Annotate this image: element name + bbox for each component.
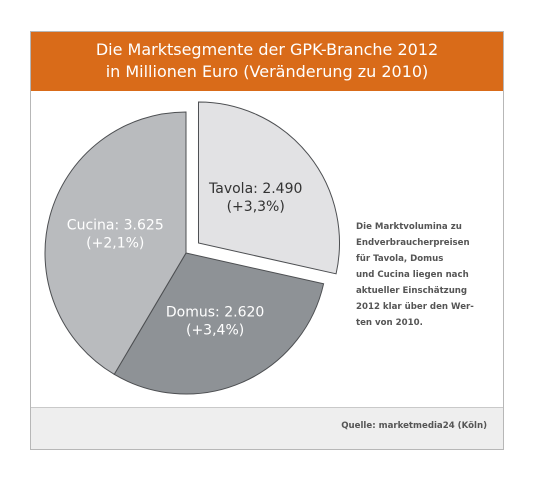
slice-change-cucina: (+2,1%) bbox=[86, 236, 144, 252]
footer-bar: Quelle: marketmedia24 (Köln) bbox=[31, 407, 503, 449]
pie-chart: Tavola: 2.490 (+3,3%) Domus: 2.620 (+3,4%) C… bbox=[44, 101, 340, 395]
market-note: Die Marktvolumina zu Endverbraucherpreis… bbox=[356, 222, 474, 328]
slice-label-tavola: Tavola: 2.490 bbox=[208, 181, 302, 197]
slice-change-tavola: (+3,3%) bbox=[227, 199, 285, 215]
pie-slice-tavola bbox=[197, 101, 340, 275]
chart-title-line-1: Die Marktsegmente der GPK-Branche 2012 bbox=[95, 40, 439, 59]
source-text: Quelle: marketmedia24 (Köln) bbox=[341, 421, 487, 431]
slice-label-cucina: Cucina: 3.625 bbox=[67, 218, 164, 234]
pie-slice-domus bbox=[113, 252, 325, 395]
pie-slice-cucina bbox=[44, 111, 187, 376]
chart-header: Die Marktsegmente der GPK-Branche 2012 i… bbox=[31, 32, 503, 91]
chart-title-line-2: in Millionen Euro (Veränderung zu 2010) bbox=[105, 62, 429, 81]
slice-change-domus: (+3,4%) bbox=[186, 322, 244, 338]
infographic-frame: Die Marktsegmente der GPK-Branche 2012 i… bbox=[30, 31, 504, 450]
chart-area: Tavola: 2.490 (+3,3%) Domus: 2.620 (+3,4%) C… bbox=[31, 91, 503, 407]
slice-label-domus: Domus: 2.620 bbox=[166, 304, 264, 320]
